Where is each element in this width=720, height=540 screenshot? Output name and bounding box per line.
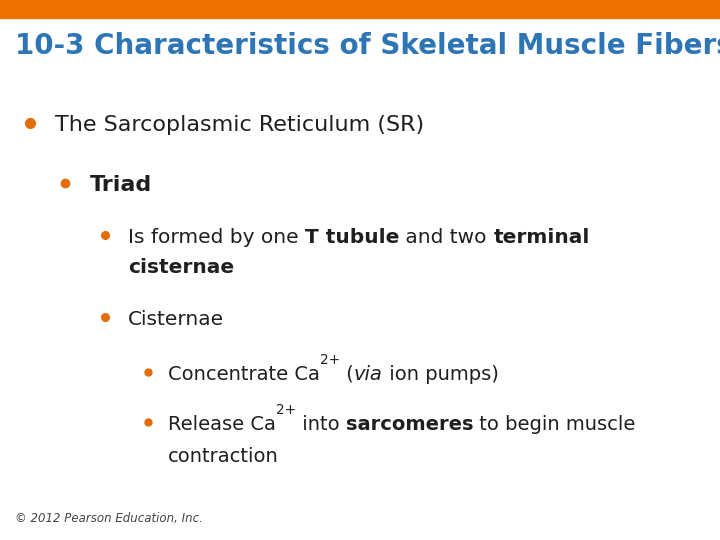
Text: Release Ca: Release Ca: [168, 415, 276, 434]
Text: to begin muscle: to begin muscle: [473, 415, 636, 434]
Text: via: via: [354, 365, 382, 384]
Text: The Sarcoplasmic Reticulum (SR): The Sarcoplasmic Reticulum (SR): [55, 115, 424, 135]
Text: ion pumps): ion pumps): [382, 365, 498, 384]
Text: 2+: 2+: [320, 353, 340, 367]
Text: and two: and two: [400, 228, 493, 247]
Text: contraction: contraction: [168, 447, 279, 466]
Text: terminal: terminal: [493, 228, 590, 247]
Text: T tubule: T tubule: [305, 228, 400, 247]
Text: into: into: [296, 415, 346, 434]
Text: cisternae: cisternae: [128, 258, 234, 277]
Text: © 2012 Pearson Education, Inc.: © 2012 Pearson Education, Inc.: [15, 512, 203, 525]
Bar: [0, 0, 720, 18]
Text: Is formed by one: Is formed by one: [128, 228, 305, 247]
Text: 10-3 Characteristics of Skeletal Muscle Fibers: 10-3 Characteristics of Skeletal Muscle …: [15, 32, 720, 60]
Text: Concentrate Ca: Concentrate Ca: [168, 365, 320, 384]
Text: sarcomeres: sarcomeres: [346, 415, 473, 434]
Text: (: (: [340, 365, 354, 384]
Text: Cisternae: Cisternae: [128, 310, 224, 329]
Text: 2+: 2+: [276, 403, 296, 417]
Text: Triad: Triad: [90, 175, 152, 195]
